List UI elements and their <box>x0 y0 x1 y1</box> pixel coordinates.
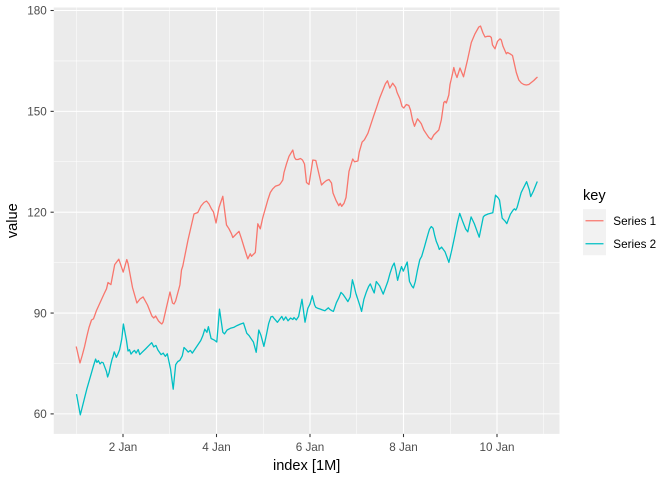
svg-text:6 Jan: 6 Jan <box>296 441 325 454</box>
svg-text:value: value <box>5 203 21 238</box>
svg-text:120: 120 <box>27 206 47 219</box>
svg-text:Series 2: Series 2 <box>613 238 656 251</box>
svg-text:60: 60 <box>34 408 48 421</box>
svg-text:Series 1: Series 1 <box>613 215 656 228</box>
svg-text:8 Jan: 8 Jan <box>389 441 418 454</box>
svg-text:index [1M]: index [1M] <box>273 458 340 474</box>
svg-text:90: 90 <box>34 307 48 320</box>
svg-text:180: 180 <box>27 5 47 18</box>
svg-text:2 Jan: 2 Jan <box>109 441 138 454</box>
svg-text:150: 150 <box>27 106 47 119</box>
svg-text:10 Jan: 10 Jan <box>479 441 514 454</box>
svg-text:key: key <box>583 188 606 204</box>
svg-text:4 Jan: 4 Jan <box>202 441 231 454</box>
